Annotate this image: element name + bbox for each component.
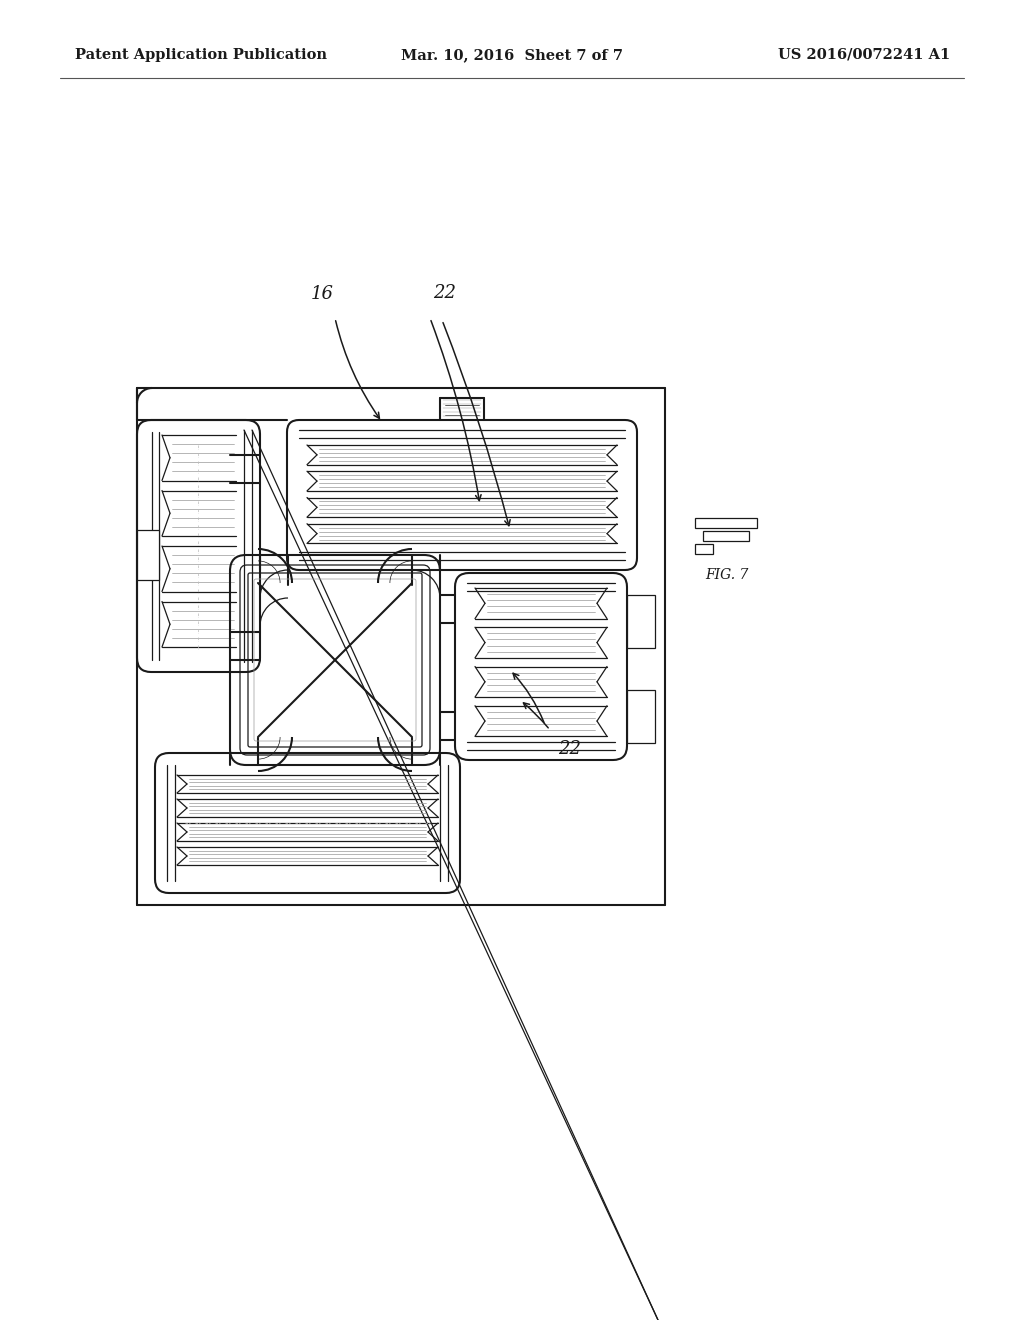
Text: 22: 22 (558, 741, 582, 758)
Text: Patent Application Publication: Patent Application Publication (75, 48, 327, 62)
Bar (137, 531, 159, 579)
FancyBboxPatch shape (287, 420, 637, 570)
Text: Mar. 10, 2016  Sheet 7 of 7: Mar. 10, 2016 Sheet 7 of 7 (401, 48, 623, 62)
Text: 22: 22 (433, 284, 457, 302)
Bar (627, 595, 655, 648)
Bar (695, 544, 713, 554)
Bar (695, 517, 757, 528)
Text: FIG. 7: FIG. 7 (706, 568, 749, 582)
Text: US 2016/0072241 A1: US 2016/0072241 A1 (778, 48, 950, 62)
FancyBboxPatch shape (455, 573, 627, 760)
FancyBboxPatch shape (137, 420, 260, 672)
Bar (627, 690, 655, 743)
Bar (703, 531, 749, 541)
Text: 16: 16 (310, 285, 334, 304)
FancyBboxPatch shape (155, 752, 460, 894)
